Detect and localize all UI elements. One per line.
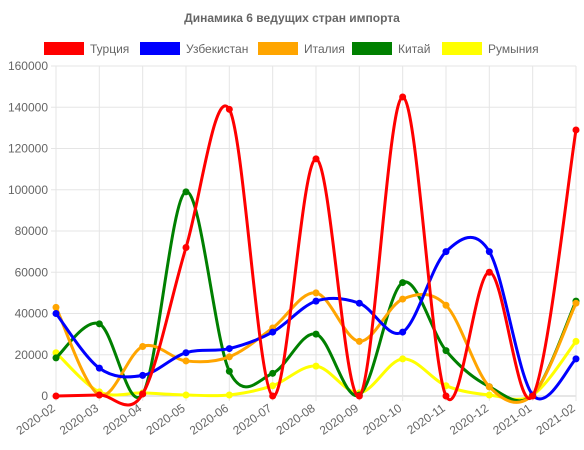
legend-swatch-2[interactable] — [258, 42, 298, 55]
series-4-point-4[interactable] — [225, 391, 233, 399]
series-3-point-6[interactable] — [312, 330, 320, 338]
x-tick-label-10: 2020-12 — [447, 401, 491, 438]
y-tick-label-7: 140000 — [8, 100, 48, 114]
y-tick-label-0: 0 — [41, 389, 48, 403]
series-1-point-12[interactable] — [572, 355, 580, 363]
series-4-point-5[interactable] — [269, 382, 277, 390]
series-0-point-1[interactable] — [95, 391, 103, 399]
legend-label-2: Италия — [304, 42, 345, 56]
series-group — [52, 93, 580, 407]
y-axis: 0 20000 40000 60000 80000 100000 120000 140000 1… — [8, 59, 56, 403]
x-tick-label-1: 2020-03 — [57, 401, 101, 438]
legend-label-0: Турция — [90, 42, 129, 56]
series-2-point-2[interactable] — [139, 343, 147, 350]
series-3-point-3[interactable] — [182, 188, 190, 196]
y-tick-label-6: 120000 — [8, 142, 48, 156]
x-tick-label-5: 2020-07 — [230, 401, 274, 438]
series-3-point-9[interactable] — [442, 347, 450, 355]
x-tick-label-6: 2020-08 — [274, 401, 318, 438]
y-tick-label-3: 60000 — [15, 265, 49, 279]
series-0-point-5[interactable] — [269, 392, 277, 400]
series-2-point-7[interactable] — [355, 337, 363, 345]
legend-swatch-0[interactable] — [44, 42, 84, 55]
series-0-point-10[interactable] — [485, 268, 493, 276]
series-4-point-6[interactable] — [312, 362, 320, 370]
series-0-point-3[interactable] — [182, 244, 190, 251]
series-1-point-7[interactable] — [355, 299, 363, 307]
series-2-point-9[interactable] — [442, 301, 450, 309]
x-tick-label-9: 2020-11 — [404, 401, 448, 437]
series-0-point-0[interactable] — [52, 392, 60, 400]
series-1-point-1[interactable] — [95, 364, 103, 372]
series-4-point-10[interactable] — [485, 391, 493, 399]
y-tick-label-5: 100000 — [8, 183, 48, 197]
x-tick-label-12: 2021-02 — [534, 401, 578, 438]
series-2-point-12[interactable] — [572, 299, 580, 307]
series-2-point-4[interactable] — [225, 353, 233, 361]
x-axis: 2020-02 2020-03 2020-04 2020-05 2020-06 2020-… — [14, 396, 578, 438]
y-tick-label-1: 20000 — [15, 348, 49, 362]
series-3-point-8[interactable] — [399, 279, 407, 287]
series-3-point-1[interactable] — [95, 320, 103, 328]
legend-swatch-1[interactable] — [140, 42, 180, 55]
series-3-point-0[interactable] — [52, 354, 60, 362]
x-tick-label-2: 2020-04 — [100, 401, 144, 438]
series-2-point-0[interactable] — [52, 303, 60, 311]
series-4-point-8[interactable] — [399, 355, 407, 363]
legend-swatch-3[interactable] — [352, 42, 392, 55]
x-tick-label-7: 2020-09 — [317, 401, 361, 438]
y-tick-label-8: 160000 — [8, 59, 48, 73]
series-2-point-8[interactable] — [399, 295, 407, 303]
legend: Турция Узбекистан Италия Китай Румыния — [44, 42, 539, 56]
series-4-point-12[interactable] — [572, 337, 580, 345]
series-1-point-6[interactable] — [312, 297, 320, 305]
series-0-point-7[interactable] — [355, 392, 363, 400]
y-tick-label-4: 80000 — [15, 224, 49, 238]
chart-title: Динамика 6 ведущих стран импорта — [184, 11, 400, 25]
x-tick-label-8: 2020-10 — [360, 401, 404, 438]
series-1-point-4[interactable] — [225, 345, 233, 353]
series-4-point-3[interactable] — [182, 391, 190, 399]
x-tick-label-0: 2020-02 — [14, 401, 58, 438]
legend-swatch-4[interactable] — [442, 42, 482, 55]
x-tick-label-4: 2020-06 — [187, 401, 231, 438]
series-0-point-8[interactable] — [399, 93, 407, 101]
legend-label-1: Узбекистан — [186, 42, 248, 56]
series-3-point-5[interactable] — [269, 369, 277, 377]
series-0-point-12[interactable] — [572, 126, 580, 134]
series-1-point-2[interactable] — [139, 371, 147, 379]
series-1-point-8[interactable] — [399, 328, 407, 336]
series-2-point-3[interactable] — [182, 357, 190, 365]
series-1-point-10[interactable] — [485, 248, 493, 256]
series-1-point-3[interactable] — [182, 349, 190, 357]
grid — [55, 65, 577, 397]
legend-label-3: Китай — [398, 42, 430, 56]
series-1-point-5[interactable] — [269, 328, 277, 336]
series-0-point-9[interactable] — [442, 392, 450, 400]
series-0-point-2[interactable] — [139, 390, 147, 398]
series-2-point-10[interactable] — [485, 383, 493, 391]
legend-label-4: Румыния — [488, 42, 539, 56]
x-tick-label-11: 2021-01 — [490, 401, 534, 438]
series-3-point-4[interactable] — [225, 367, 233, 375]
series-0-point-4[interactable] — [225, 105, 233, 113]
series-1-point-0[interactable] — [52, 310, 60, 317]
series-0-point-11[interactable] — [529, 392, 537, 400]
series-2-point-6[interactable] — [312, 289, 320, 297]
series-0-point-6[interactable] — [312, 155, 320, 163]
x-tick-label-3: 2020-05 — [144, 401, 188, 438]
y-tick-label-2: 40000 — [15, 307, 49, 321]
series-1-point-9[interactable] — [442, 248, 450, 256]
